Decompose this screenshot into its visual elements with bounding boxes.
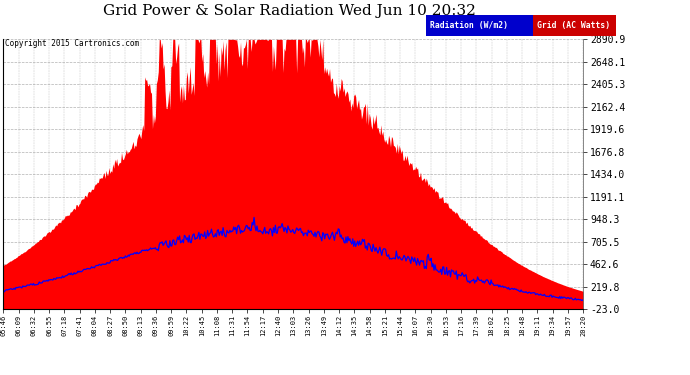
- Text: Copyright 2015 Cartronics.com: Copyright 2015 Cartronics.com: [5, 39, 139, 48]
- Text: Grid Power & Solar Radiation Wed Jun 10 20:32: Grid Power & Solar Radiation Wed Jun 10 …: [104, 4, 476, 18]
- Text: Radiation (W/m2): Radiation (W/m2): [430, 21, 508, 30]
- Text: Grid (AC Watts): Grid (AC Watts): [537, 21, 610, 30]
